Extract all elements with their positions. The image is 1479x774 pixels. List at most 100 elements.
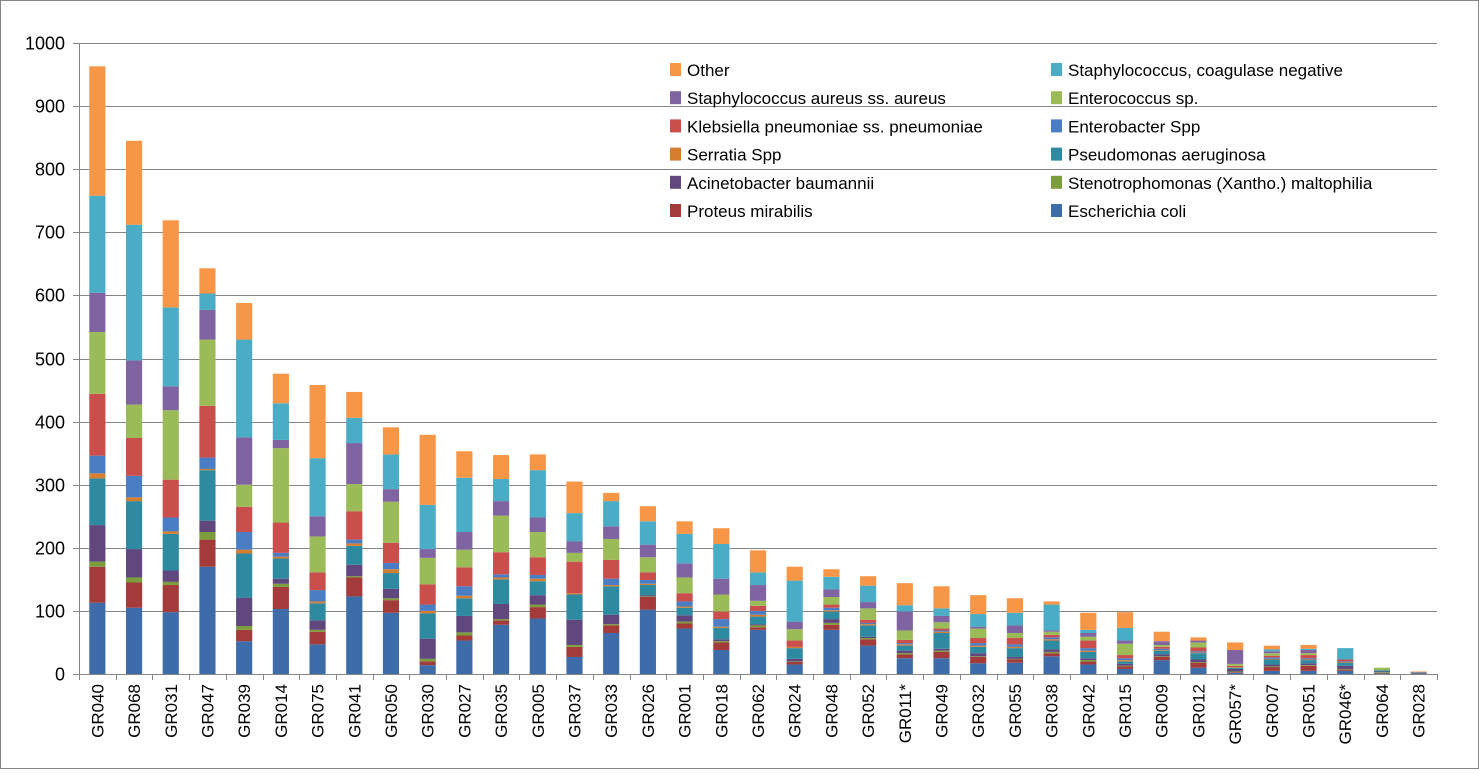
x-tick-label: GR068	[125, 684, 144, 738]
bar-segment-GR018-4	[713, 627, 730, 640]
bar-segment-GR049-0	[933, 658, 950, 674]
bar-segment-GR009-3	[1153, 654, 1170, 657]
bar-segment-GR052-6	[860, 622, 877, 625]
bar-segment-GR011-3	[896, 650, 913, 654]
bar-segment-GR046-4	[1337, 662, 1354, 666]
bar-segment-GR037-0	[566, 656, 583, 674]
bar-segment-GR026-8	[639, 557, 656, 573]
bar-segment-GR009-9	[1153, 641, 1170, 645]
bar-segment-GR050-9	[382, 489, 400, 502]
bar-segment-GR030-6	[419, 604, 436, 611]
bar-segment-GR028-4	[1410, 672, 1427, 673]
bar-segment-GR031-2	[162, 581, 179, 586]
bar-segment-GR064-3	[1373, 671, 1391, 673]
bar-segment-GR042-2	[1080, 660, 1097, 662]
bar-segment-GR014-0	[272, 609, 289, 674]
bar-segment-GR062-10	[749, 572, 767, 586]
bar-segment-GR055-1	[1006, 659, 1023, 663]
bar-segment-GR055-6	[1006, 644, 1023, 647]
bar-segment-GR026-11	[639, 506, 656, 522]
bar-segment-GR040-11	[89, 66, 106, 196]
x-tick-label: GR007	[1263, 684, 1282, 738]
bar-segment-GR015-11	[1116, 612, 1134, 628]
bar-segment-GR068-2	[125, 577, 143, 583]
legend-label: Escherichia coli	[1068, 202, 1186, 221]
bar-segment-GR026-10	[639, 521, 656, 545]
bar-segment-GR048-8	[823, 597, 840, 605]
bar-segment-GR052-7	[860, 619, 877, 623]
x-tick-label: GR046*	[1336, 684, 1355, 745]
bar-segment-GR052-3	[860, 636, 877, 639]
bar-segment-GR037-10	[566, 513, 583, 542]
bar-segment-GR011-5	[896, 644, 913, 646]
legend-swatch	[1051, 204, 1062, 217]
bar-segment-GR012-3	[1190, 659, 1207, 663]
bar-segment-GR040-4	[89, 478, 106, 526]
bar-segment-GR018-7	[713, 611, 730, 620]
bar-segment-GR039-4	[236, 553, 253, 598]
bar-segment-GR039-2	[236, 626, 253, 630]
bar-segment-GR040-7	[89, 393, 106, 456]
bar-segment-GR033-10	[603, 501, 620, 527]
bar-segment-GR040-2	[89, 561, 106, 567]
bar-segment-GR009-5	[1153, 650, 1170, 651]
bar-segment-GR014-1	[272, 586, 289, 610]
bar-segment-GR047-1	[199, 539, 216, 567]
bar-segment-GR046-10	[1337, 648, 1354, 660]
bar-segment-GR068-11	[125, 140, 143, 225]
bar-segment-GR041-1	[346, 577, 363, 597]
legend-swatch	[1051, 119, 1062, 133]
bar-segment-GR051-3	[1300, 663, 1317, 666]
bar-segment-GR009-2	[1153, 656, 1170, 657]
bar-segment-GR005-6	[529, 574, 546, 579]
bar-segment-GR026-1	[639, 597, 656, 610]
bar-segment-GR050-11	[382, 427, 400, 455]
bar-segment-GR046-5	[1337, 662, 1354, 663]
bar-segment-GR055-7	[1006, 638, 1023, 645]
bar-segment-GR042-11	[1080, 612, 1097, 630]
bar-segment-GR032-8	[970, 628, 987, 639]
x-tick-label: GR042	[1079, 684, 1098, 738]
bar-segment-GR040-1	[89, 566, 106, 603]
x-tick-label: GR047	[199, 684, 218, 738]
bar-segment-GR042-8	[1080, 636, 1097, 641]
bar-segment-GR032-9	[970, 626, 987, 629]
bar-segment-GR040-0	[89, 602, 106, 674]
bar-segment-GR009-7	[1153, 646, 1170, 649]
bar-segment-GR041-0	[346, 596, 363, 674]
bar-segment-GR049-10	[933, 608, 950, 616]
bar-segment-GR018-10	[713, 544, 730, 579]
bar-segment-GR033-6	[603, 578, 620, 586]
bar-segment-GR050-3	[382, 588, 400, 599]
bar-segment-GR014-8	[272, 448, 289, 523]
bar-segment-GR012-5	[1190, 652, 1207, 654]
x-tick-label: GR011*	[896, 684, 915, 744]
bar-segment-GR068-6	[125, 475, 143, 498]
bar-segment-GR035-5	[493, 577, 510, 580]
bar-segment-GR007-11	[1263, 645, 1280, 650]
bar-segment-GR001-10	[676, 533, 693, 564]
bar-segment-GR068-0	[125, 607, 143, 674]
y-tick-label: 300	[35, 476, 65, 496]
bar-segment-GR035-2	[493, 619, 510, 621]
bar-segment-GR024-9	[786, 621, 803, 630]
bar-segment-GR047-0	[199, 566, 216, 674]
bar-segment-GR049-1	[933, 651, 950, 659]
legend-label: Enterococcus sp.	[1068, 89, 1198, 108]
bar-segment-GR030-5	[419, 610, 436, 614]
bar-segment-GR007-9	[1263, 651, 1280, 654]
x-tick-label: GR033	[602, 684, 621, 738]
bar-segment-GR062-2	[749, 625, 767, 628]
bar-segment-GR027-11	[456, 451, 473, 478]
x-tick-label: GR048	[822, 684, 841, 738]
bar-segment-GR012-6	[1190, 651, 1207, 653]
bar-segment-GR007-8	[1263, 653, 1280, 656]
legend-label: Stenotrophomonas (Xantho.) maltophilia	[1068, 174, 1373, 193]
bar-segment-GR026-3	[639, 595, 656, 597]
bar-segment-GR027-0	[456, 640, 473, 674]
bar-segment-GR052-1	[860, 639, 877, 646]
bar-segment-GR062-0	[749, 629, 767, 674]
bar-segment-GR018-6	[713, 619, 730, 627]
bar-segment-GR024-8	[786, 629, 803, 641]
